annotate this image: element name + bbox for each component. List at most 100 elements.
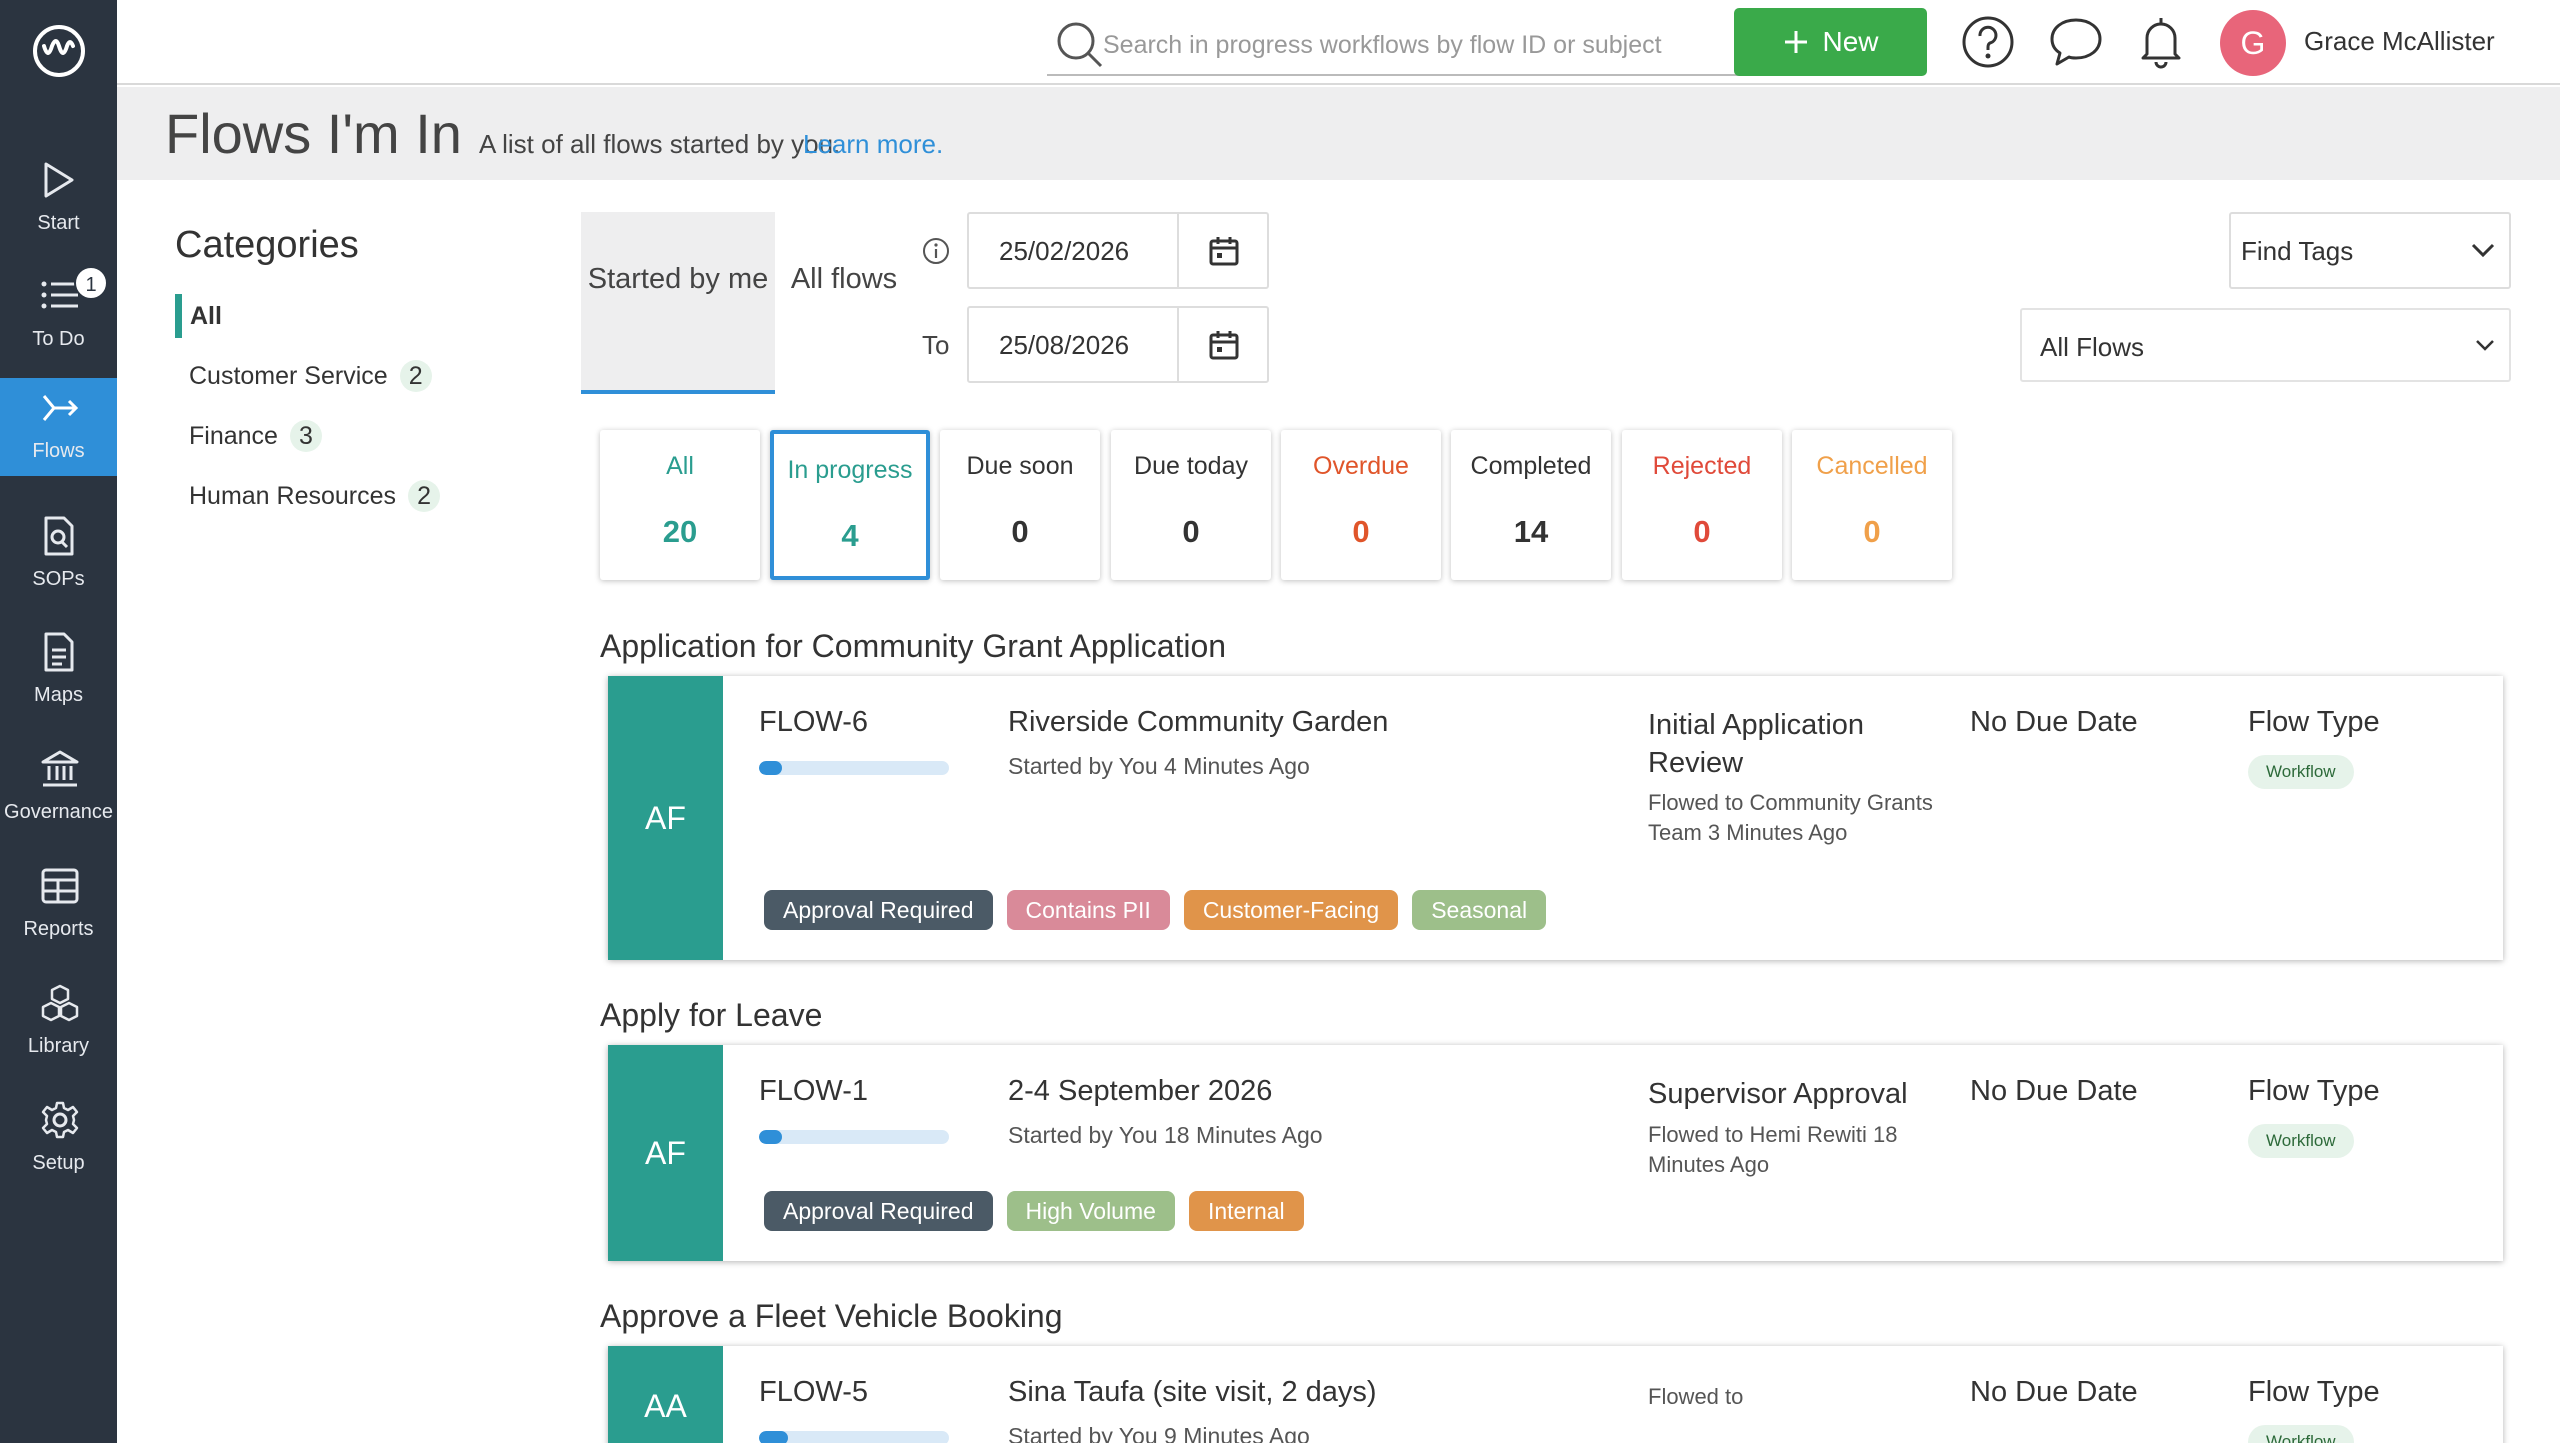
flow-card[interactable]: AF FLOW-1 2-4 September 2026 Started by …: [608, 1045, 2503, 1261]
flows-icon: [42, 395, 79, 421]
flow-type-label: Flow Type: [2248, 1075, 2380, 1107]
flow-id: FLOW-6: [759, 706, 869, 738]
flow-due-date: No Due Date: [1970, 1075, 2138, 1107]
flow-initials-avatar: AF: [608, 676, 723, 960]
flow-current-step: Supervisor Approval: [1648, 1078, 1908, 1110]
new-button[interactable]: New: [1734, 8, 1927, 76]
nav-library[interactable]: Library: [0, 973, 117, 1073]
flow-step-detail: Flowed to Community Grants Team 3 Minute…: [1648, 790, 1933, 845]
status-card-cancelled[interactable]: Cancelled 0: [1792, 430, 1952, 580]
status-card-value: 0: [1011, 514, 1029, 549]
nav-library-label: Library: [27, 1035, 90, 1057]
page-subtitle: A list of all flows started by you.: [479, 129, 841, 159]
status-card-label: In progress: [787, 456, 913, 484]
category-name: Customer Service: [189, 361, 388, 390]
nav-flows[interactable]: Flows: [0, 378, 117, 476]
nav-sops[interactable]: SOPs: [0, 506, 117, 606]
plus-icon: [1785, 31, 1808, 53]
find-tags-label: Find Tags: [2241, 236, 2354, 266]
status-card-value: 20: [662, 514, 698, 549]
date-to-calendar-button[interactable]: [1177, 308, 1269, 381]
flow-tag[interactable]: Seasonal: [1412, 890, 1547, 930]
flow-tag[interactable]: High Volume: [1006, 1191, 1175, 1231]
learn-more-link[interactable]: Learn more.: [803, 129, 944, 159]
status-card-in-progress[interactable]: In progress 4: [770, 430, 930, 580]
list-icon: [41, 281, 78, 309]
calendar-icon: [1209, 330, 1239, 359]
status-card-rejected[interactable]: Rejected 0: [1622, 430, 1782, 580]
flow-current-step: Initial Application Review: [1648, 709, 1865, 779]
flow-card[interactable]: AF FLOW-6 Riverside Community Garden Sta…: [608, 676, 2503, 960]
flow-id: FLOW-1: [759, 1075, 869, 1107]
tab-all-flows[interactable]: All flows: [790, 263, 898, 295]
status-card-completed[interactable]: Completed 14: [1451, 430, 1611, 580]
status-card-label: Overdue: [1313, 452, 1409, 480]
play-icon: [44, 162, 74, 198]
nav-maps[interactable]: Maps: [0, 622, 117, 722]
flow-due-date: No Due Date: [1970, 706, 2138, 738]
search-icon: [1057, 22, 1103, 68]
logo-icon[interactable]: [30, 22, 88, 80]
group-title: Apply for Leave: [600, 997, 823, 1033]
bell-icon[interactable]: [2133, 14, 2189, 70]
tab-started-by-me[interactable]: Started by me: [581, 212, 775, 394]
nav-governance[interactable]: Governance: [0, 739, 117, 839]
new-button-label: New: [1822, 26, 1879, 57]
find-tags-dropdown[interactable]: Find Tags: [2229, 212, 2511, 289]
status-card-label: Cancelled: [1816, 452, 1928, 480]
category-customer-service[interactable]: Customer Service 2: [175, 354, 432, 398]
flow-step-detail: Flowed to: [1648, 1384, 1744, 1409]
flow-progress-bar: [759, 1130, 949, 1144]
date-from-calendar-button[interactable]: [1177, 214, 1269, 287]
flow-initials-avatar: AF: [608, 1045, 723, 1261]
user-avatar[interactable]: G: [2220, 10, 2286, 76]
category-count: 2: [408, 480, 441, 512]
flow-tag[interactable]: Approval Required: [764, 1191, 993, 1231]
nav-flows-label: Flows: [32, 440, 85, 462]
date-from-value: 25/02/2026: [999, 236, 1130, 266]
flow-initials-avatar: AA: [608, 1346, 723, 1443]
search-bar[interactable]: [1047, 16, 1815, 76]
status-card-value: 4: [841, 518, 859, 553]
status-card-overdue[interactable]: Overdue 0: [1281, 430, 1441, 580]
group-title: Application for Community Grant Applicat…: [600, 628, 1227, 664]
calendar-icon: [1209, 236, 1239, 265]
category-human-resources[interactable]: Human Resources 2: [175, 474, 441, 518]
status-card-due-today[interactable]: Due today 0: [1111, 430, 1271, 580]
document-icon: [44, 632, 74, 672]
nav-start-label: Start: [37, 212, 80, 234]
category-finance[interactable]: Finance 3: [175, 414, 322, 458]
document-search-icon: [44, 516, 74, 556]
cubes-icon: [41, 984, 79, 1022]
flow-id: FLOW-5: [759, 1376, 869, 1408]
nav-setup[interactable]: Setup: [0, 1090, 117, 1190]
status-card-value: 0: [1182, 514, 1200, 549]
page-title: Flows I'm In: [165, 102, 462, 165]
date-to-field[interactable]: 25/08/2026: [967, 306, 1269, 383]
todo-count-badge: 1: [74, 266, 108, 300]
info-icon[interactable]: [922, 237, 950, 265]
user-name[interactable]: Grace McAllister: [2304, 26, 2495, 56]
flow-tag[interactable]: Customer-Facing: [1183, 890, 1399, 930]
nav-todo[interactable]: 1 To Do: [0, 266, 117, 366]
nav-reports-label: Reports: [23, 918, 94, 940]
flow-tag[interactable]: Internal: [1188, 1191, 1304, 1231]
status-card-due-soon[interactable]: Due soon 0: [940, 430, 1100, 580]
flow-tag[interactable]: Approval Required: [764, 890, 993, 930]
help-icon[interactable]: [1960, 14, 2016, 70]
chat-icon[interactable]: [2048, 14, 2104, 70]
flow-type-label: Flow Type: [2248, 1376, 2380, 1408]
search-input[interactable]: [1103, 24, 1803, 66]
date-from-field[interactable]: 25/02/2026: [967, 212, 1269, 289]
nav-reports[interactable]: Reports: [0, 856, 117, 956]
nav-start[interactable]: Start: [0, 150, 117, 250]
status-card-all[interactable]: All 20: [600, 430, 760, 580]
sidebar: Start 1 To Do Flows SOPs: [0, 0, 117, 1443]
flow-card[interactable]: AA FLOW-5 Sina Taufa (site visit, 2 days…: [608, 1346, 2503, 1443]
chevron-down-icon: [2471, 243, 2495, 258]
flow-tag[interactable]: Contains PII: [1006, 890, 1170, 930]
category-all[interactable]: All: [175, 294, 222, 338]
flow-select-dropdown[interactable]: All Flows: [2020, 308, 2511, 382]
top-bar: New G Grace McAllister: [117, 0, 2560, 85]
category-count: 2: [399, 360, 432, 392]
